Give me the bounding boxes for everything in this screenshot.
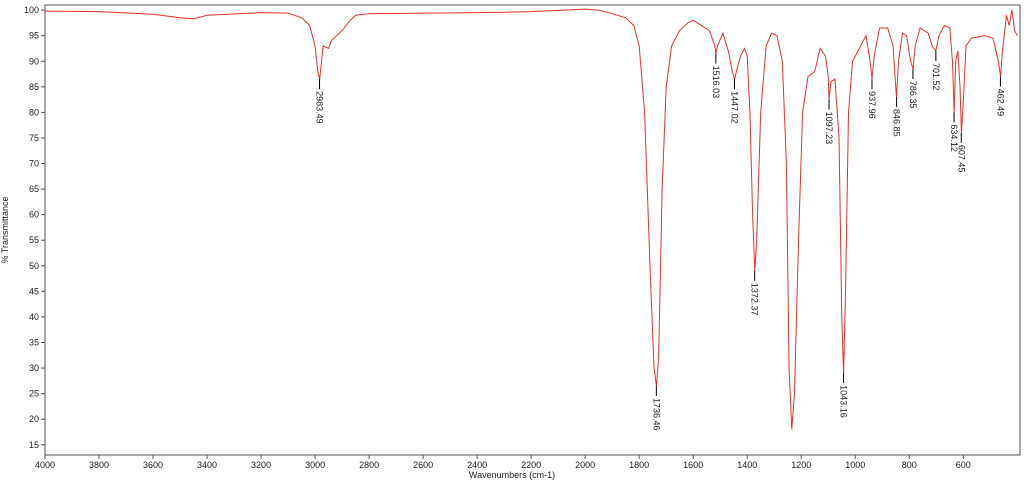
peak-label: 846.85 <box>892 109 902 137</box>
peak-label: 607.45 <box>956 145 966 173</box>
plot-frame <box>44 4 1021 456</box>
y-tick-label: 20 <box>29 414 39 424</box>
peak-label: 1447.02 <box>730 91 740 124</box>
y-tick-label: 85 <box>29 82 39 92</box>
y-tick-label: 80 <box>29 107 39 117</box>
y-tick-label: 45 <box>29 286 39 296</box>
y-tick-label: 60 <box>29 210 39 220</box>
x-tick-label: 2600 <box>413 460 433 470</box>
x-tick-label: 1200 <box>791 460 811 470</box>
y-tick-label: 90 <box>29 56 39 66</box>
x-tick-label: 3600 <box>143 460 163 470</box>
peak-label: 1097.23 <box>824 112 834 145</box>
y-axis-label: % Transmittance <box>0 196 10 263</box>
y-tick-label: 95 <box>29 31 39 41</box>
y-tick-label: 30 <box>29 363 39 373</box>
x-tick-label: 1800 <box>629 460 649 470</box>
y-tick-label: 40 <box>29 312 39 322</box>
x-tick-label: 2000 <box>575 460 595 470</box>
peak-label: 1043.16 <box>839 385 849 418</box>
spectrum-line <box>44 8 1018 430</box>
x-tick-label: 800 <box>902 460 917 470</box>
x-tick-label: 2200 <box>521 460 541 470</box>
x-tick-label: 2800 <box>359 460 379 470</box>
peak-label: 1736.46 <box>651 398 661 431</box>
x-tick-label: 1400 <box>737 460 757 470</box>
y-tick-label: 15 <box>29 440 39 450</box>
y-tick-label: 55 <box>29 235 39 245</box>
peak-label: 1516.03 <box>711 66 721 99</box>
x-tick-label: 3200 <box>251 460 271 470</box>
peak-label: 634.12 <box>949 124 959 152</box>
y-tick-label: 70 <box>29 159 39 169</box>
x-tick-label: 4000 <box>35 460 55 470</box>
peak-label: 2983.49 <box>315 91 325 124</box>
peak-label: 462.49 <box>995 89 1005 117</box>
x-tick-label: 1000 <box>845 460 865 470</box>
x-tick-label: 2400 <box>467 460 487 470</box>
x-tick-label: 3800 <box>89 460 109 470</box>
peak-label: 701.52 <box>931 63 941 91</box>
peak-label: 937.96 <box>867 91 877 119</box>
y-tick-label: 100 <box>24 5 39 15</box>
peak-label: 786.35 <box>908 81 918 109</box>
y-tick-label: 50 <box>29 261 39 271</box>
x-tick-label: 3400 <box>197 460 217 470</box>
y-tick-label: 65 <box>29 184 39 194</box>
peak-label: 1372.37 <box>750 283 760 316</box>
x-axis-label: Wavenumbers (cm-1) <box>469 470 555 480</box>
x-tick-label: 1600 <box>683 460 703 470</box>
x-tick-label: 600 <box>956 460 971 470</box>
y-tick-label: 25 <box>29 389 39 399</box>
y-tick-label: 75 <box>29 133 39 143</box>
x-tick-label: 3000 <box>305 460 325 470</box>
y-tick-label: 35 <box>29 338 39 348</box>
